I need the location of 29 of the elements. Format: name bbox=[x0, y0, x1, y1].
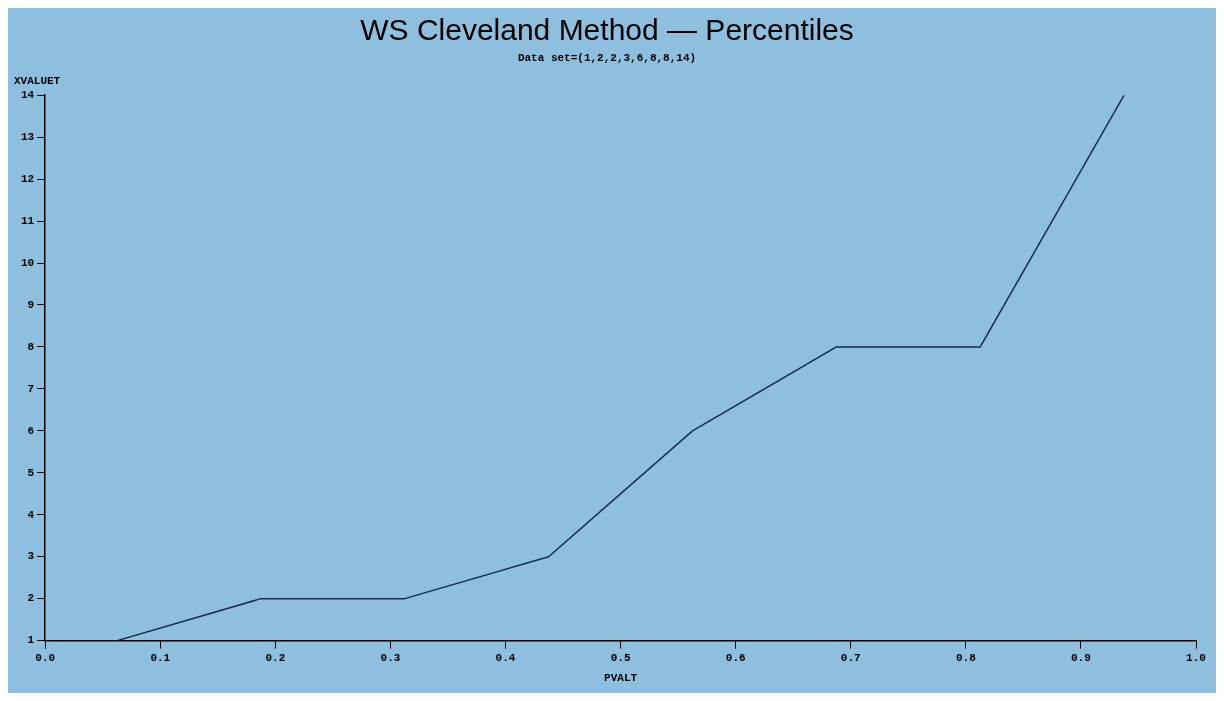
y-tick-label: 7 bbox=[27, 382, 35, 395]
x-tick-label: 0.4 bbox=[495, 651, 516, 664]
y-tick-label: 10 bbox=[21, 256, 35, 269]
y-tick-label: 13 bbox=[21, 130, 35, 143]
chart-subtitle: Data set=(1,2,2,3,6,8,8,14) bbox=[517, 52, 697, 65]
x-tick-label: 0.9 bbox=[1071, 651, 1091, 664]
x-tick-label: 0.0 bbox=[35, 651, 56, 664]
y-tick-label: 11 bbox=[21, 214, 35, 227]
y-axis-title: XVALUET bbox=[14, 75, 61, 88]
x-tick-label: 0.8 bbox=[955, 651, 977, 664]
x-tick-label: 0.2 bbox=[265, 651, 286, 664]
x-tick-label: 0.6 bbox=[725, 651, 746, 664]
y-tick-label: 9 bbox=[27, 298, 35, 311]
x-axis-title: PVALT bbox=[604, 672, 638, 685]
y-tick-label: 5 bbox=[27, 466, 35, 479]
x-tick-label: 0.5 bbox=[610, 651, 631, 664]
chart-title: WS Cleveland Method — Percentiles bbox=[360, 13, 854, 47]
y-tick-label: 6 bbox=[27, 424, 35, 437]
y-tick-label: 8 bbox=[27, 340, 35, 353]
x-tick-label: 0.3 bbox=[380, 651, 401, 664]
x-tick-label: 0.7 bbox=[840, 651, 861, 664]
x-tick-label: 0.1 bbox=[150, 651, 171, 664]
y-tick-label: 14 bbox=[21, 88, 35, 101]
x-tick-label: 1.0 bbox=[1186, 651, 1206, 664]
y-tick-label: 4 bbox=[27, 508, 35, 521]
y-tick-label: 2 bbox=[27, 592, 35, 605]
y-tick-label: 3 bbox=[27, 550, 35, 563]
y-tick-label: 1 bbox=[27, 634, 35, 647]
y-tick-label: 12 bbox=[21, 172, 35, 185]
